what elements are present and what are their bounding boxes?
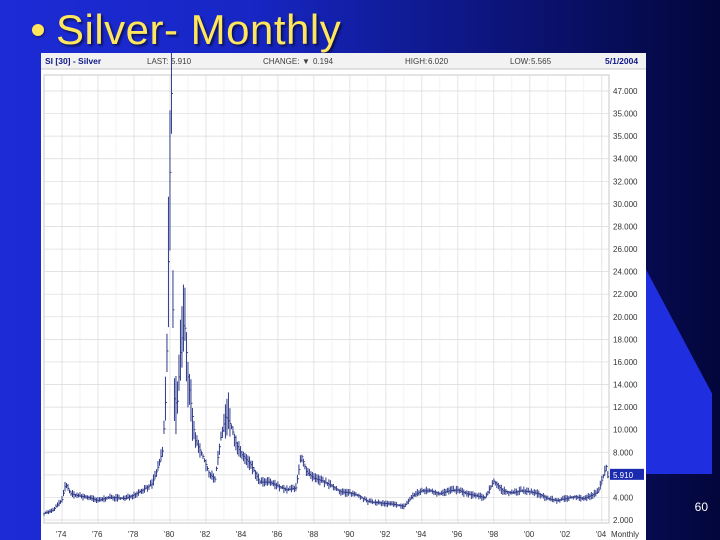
chart-header-bg <box>41 53 646 69</box>
x-axis-period-label: Monthly <box>611 530 639 539</box>
x-tick-label: '76 <box>92 530 103 539</box>
x-tick-label: '86 <box>272 530 283 539</box>
x-tick-label: '92 <box>380 530 391 539</box>
chart-symbol: SI [30] - Silver <box>45 56 102 66</box>
y-tick-label: 30.000 <box>613 200 638 209</box>
page-number: 60 <box>694 500 708 514</box>
x-tick-label: '80 <box>164 530 175 539</box>
title-bullet <box>32 24 44 36</box>
low-label: LOW: <box>510 57 530 66</box>
y-tick-label: 16.000 <box>613 358 638 367</box>
plot-border <box>43 74 610 524</box>
y-tick-label: 28.000 <box>613 222 638 231</box>
decorative-shape <box>642 262 712 474</box>
y-tick-label: 24.000 <box>613 268 638 277</box>
axes: 47.000 35.000 35.000 34.000 32.000 30.000 28.0… <box>56 87 644 539</box>
chart-date: 5/1/2004 <box>605 56 638 66</box>
y-tick-label: 26.000 <box>613 245 638 254</box>
last-value: 5.910 <box>171 57 192 66</box>
x-tick-label: '94 <box>416 530 427 539</box>
y-tick-label: 2.000 <box>613 516 634 525</box>
x-tick-label: '84 <box>236 530 247 539</box>
high-value: 6.020 <box>428 57 449 66</box>
x-tick-label: '96 <box>452 530 463 539</box>
y-tick-label: 10.000 <box>613 426 638 435</box>
y-tick-label: 12.000 <box>613 403 638 412</box>
change-value: 0.194 <box>313 57 334 66</box>
low-value: 5.565 <box>531 57 552 66</box>
y-tick-label: 35.000 <box>613 132 638 141</box>
y-tick-label: 35.000 <box>613 110 638 119</box>
y-tick-label: 20.000 <box>613 313 638 322</box>
high-label: HIGH: <box>405 57 427 66</box>
x-tick-label: '98 <box>488 530 499 539</box>
y-tick-label: 22.000 <box>613 290 638 299</box>
x-tick-label: '90 <box>344 530 355 539</box>
x-tick-label: '82 <box>200 530 211 539</box>
x-tick-label: '00 <box>524 530 535 539</box>
x-tick-label: '04 <box>596 530 607 539</box>
x-tick-label: '02 <box>560 530 571 539</box>
x-tick-label: '78 <box>128 530 139 539</box>
y-tick-label: 47.000 <box>613 87 638 96</box>
y-tick-label: 8.000 <box>613 448 634 457</box>
change-arrow-icon: ▼ <box>302 57 310 66</box>
last-label: LAST: <box>147 57 168 66</box>
y-tick-label: 4.000 <box>613 493 634 502</box>
y-tick-label: 34.000 <box>613 155 638 164</box>
slide-title: Silver- Monthly <box>56 6 342 53</box>
price-bars <box>43 53 610 516</box>
y-tick-label: 18.000 <box>613 335 638 344</box>
y-tick-label: 14.000 <box>613 381 638 390</box>
x-tick-label: '74 <box>56 530 67 539</box>
chart-canvas: SI [30] - Silver LAST: 5.910 CHANGE: ▼ 0… <box>41 53 646 539</box>
x-tick-label: '88 <box>308 530 319 539</box>
silver-monthly-chart: SI [30] - Silver LAST: 5.910 CHANGE: ▼ 0… <box>41 53 646 540</box>
last-price-box <box>610 468 644 480</box>
y-tick-label-last: 5.910 <box>613 471 634 480</box>
change-label: CHANGE: <box>263 57 299 66</box>
y-tick-label: 32.000 <box>613 177 638 186</box>
grid <box>43 74 610 524</box>
